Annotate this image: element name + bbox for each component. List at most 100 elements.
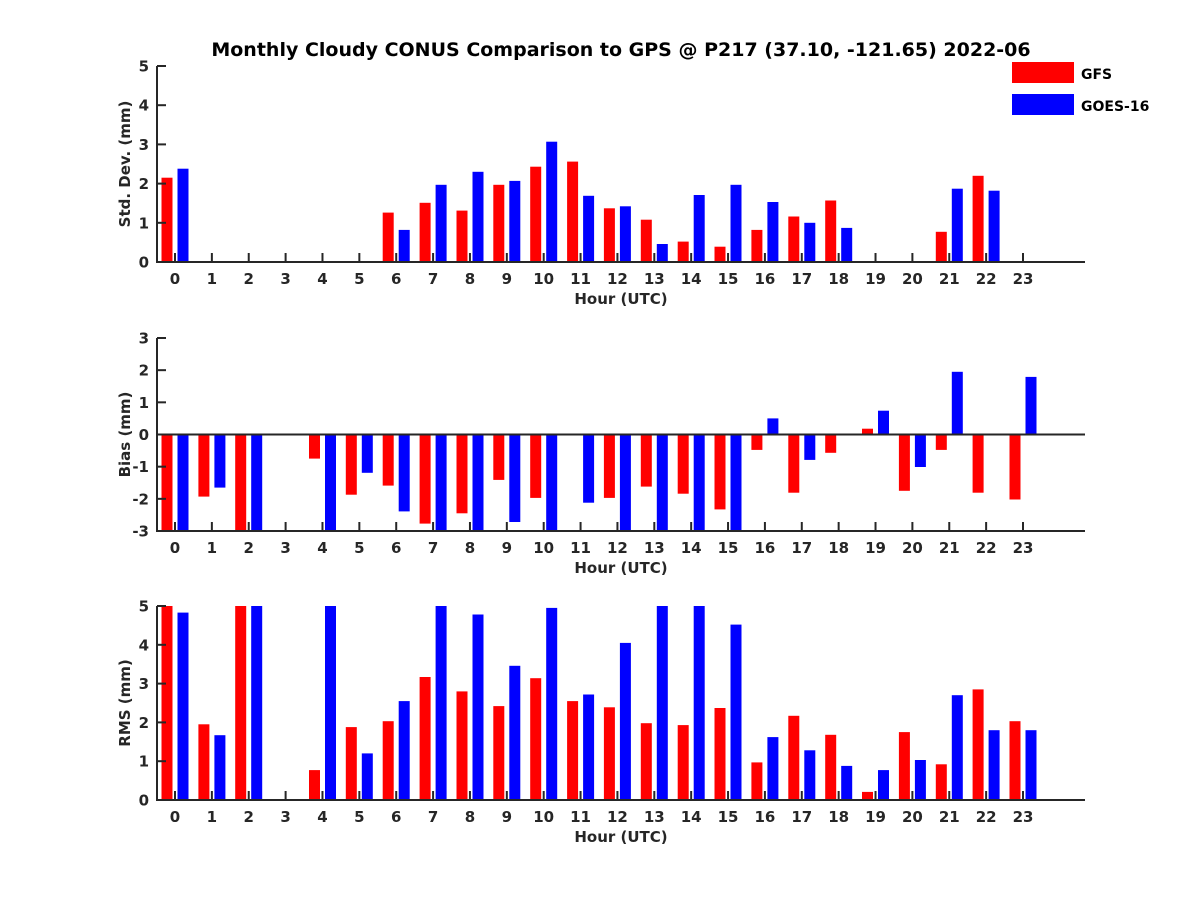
y-tick-label: 4	[139, 97, 149, 115]
y-tick-label: 5	[139, 598, 149, 616]
bar-gfs-hour-13	[640, 219, 652, 262]
bar-gfs-hour-6	[382, 721, 394, 800]
bar-gfs-hour-5	[345, 727, 357, 800]
bar-goes16-hour-4	[325, 434, 336, 531]
x-tick-label: 11	[570, 270, 591, 288]
x-tick-label: 5	[354, 808, 364, 826]
bar-goes16-hour-23	[1025, 376, 1037, 435]
bar-gfs-hour-2	[235, 434, 247, 531]
bar-goes16-hour-14	[693, 606, 705, 800]
bar-goes16-hour-9	[509, 434, 521, 522]
y-tick-label: 1	[139, 394, 149, 412]
bar-gfs-hour-10	[530, 434, 542, 498]
y-tick-label: 0	[139, 254, 149, 272]
bar-gfs-hour-23	[1009, 721, 1021, 800]
x-tick-label: 17	[791, 539, 812, 557]
bar-gfs-hour-13	[640, 723, 652, 800]
legend-label-gfs: GFS	[1081, 67, 1112, 83]
bar-gfs-hour-12	[603, 208, 615, 262]
bar-goes16-hour-10	[546, 607, 558, 800]
y-axis-label: Bias (mm)	[116, 392, 134, 478]
bar-gfs-hour-9	[493, 184, 505, 262]
x-tick-label: 10	[533, 270, 554, 288]
bar-goes16-hour-15	[730, 184, 742, 262]
x-axis-label: Hour (UTC)	[574, 559, 667, 577]
x-axis-label: Hour (UTC)	[574, 290, 667, 308]
y-tick-label: 1	[139, 753, 149, 771]
y-tick-label: 2	[139, 175, 149, 193]
bar-goes16-hour-22	[988, 730, 1000, 800]
x-tick-label: 2	[244, 808, 254, 826]
x-tick-label: 0	[170, 270, 180, 288]
bar-gfs-hour-14	[677, 725, 689, 800]
bar-gfs-hour-15	[714, 708, 726, 800]
bar-goes16-hour-14	[693, 195, 705, 262]
x-tick-label: 6	[391, 808, 401, 826]
bar-gfs-hour-10	[530, 166, 542, 262]
x-tick-label: 12	[607, 270, 628, 288]
x-tick-label: 19	[865, 270, 886, 288]
bar-goes16-hour-13	[656, 606, 668, 800]
bar-goes16-hour-16	[767, 737, 779, 800]
bar-gfs-hour-18	[825, 734, 837, 800]
x-tick-label: 21	[939, 808, 960, 826]
bar-gfs-hour-21	[935, 434, 947, 450]
x-tick-label: 13	[644, 539, 665, 557]
bar-goes16-hour-14	[693, 434, 705, 531]
x-tick-label: 2	[244, 539, 254, 557]
x-tick-label: 20	[902, 270, 923, 288]
bar-gfs-hour-18	[825, 200, 837, 262]
bar-goes16-hour-18	[841, 227, 853, 262]
bar-gfs-hour-12	[603, 707, 615, 800]
bar-gfs-hour-0	[161, 177, 173, 262]
bar-goes16-hour-2	[251, 606, 263, 800]
bar-goes16-hour-1	[214, 434, 226, 488]
bar-gfs-hour-4	[309, 770, 320, 800]
x-tick-label: 7	[428, 270, 438, 288]
bar-goes16-hour-10	[546, 141, 558, 262]
bar-gfs-hour-4	[309, 434, 320, 459]
bar-goes16-hour-22	[988, 190, 1000, 262]
bar-goes16-hour-15	[730, 434, 742, 531]
x-tick-label: 20	[902, 539, 923, 557]
y-tick-label: 3	[139, 675, 149, 693]
bar-gfs-hour-12	[603, 434, 615, 498]
legend-swatch-goes16	[1012, 94, 1074, 115]
x-tick-label: 10	[533, 808, 554, 826]
x-tick-label: 16	[754, 808, 775, 826]
bar-goes16-hour-20	[914, 760, 926, 800]
x-tick-label: 14	[681, 808, 702, 826]
legend-label-goes16: GOES-16	[1081, 99, 1149, 115]
bar-goes16-hour-13	[656, 244, 668, 262]
bar-goes16-hour-13	[656, 434, 668, 531]
x-tick-label: 23	[1013, 539, 1034, 557]
x-tick-label: 3	[280, 539, 290, 557]
bar-gfs-hour-1	[198, 434, 210, 497]
bar-gfs-hour-21	[935, 764, 947, 800]
bar-goes16-hour-7	[435, 184, 447, 262]
bar-goes16-hour-18	[841, 765, 853, 800]
x-tick-label: 3	[280, 808, 290, 826]
x-tick-label: 13	[644, 808, 665, 826]
x-tick-label: 21	[939, 270, 960, 288]
bar-gfs-hour-6	[382, 434, 394, 486]
bar-goes16-hour-4	[325, 606, 336, 800]
bar-gfs-hour-7	[419, 677, 431, 800]
x-tick-label: 4	[317, 808, 327, 826]
y-tick-label: 0	[139, 426, 149, 444]
x-tick-label: 8	[465, 270, 475, 288]
bar-goes16-hour-0	[177, 168, 189, 262]
x-tick-label: 18	[828, 270, 849, 288]
bar-gfs-hour-17	[788, 715, 800, 800]
legend-swatch-gfs	[1012, 62, 1074, 83]
y-tick-label: 1	[139, 214, 149, 232]
bar-goes16-hour-1	[214, 735, 226, 800]
bar-goes16-hour-5	[361, 434, 373, 473]
x-tick-label: 22	[976, 808, 997, 826]
y-tick-label: 0	[139, 792, 149, 810]
y-axis-label: Std. Dev. (mm)	[116, 101, 134, 228]
bar-goes16-hour-8	[472, 171, 484, 262]
